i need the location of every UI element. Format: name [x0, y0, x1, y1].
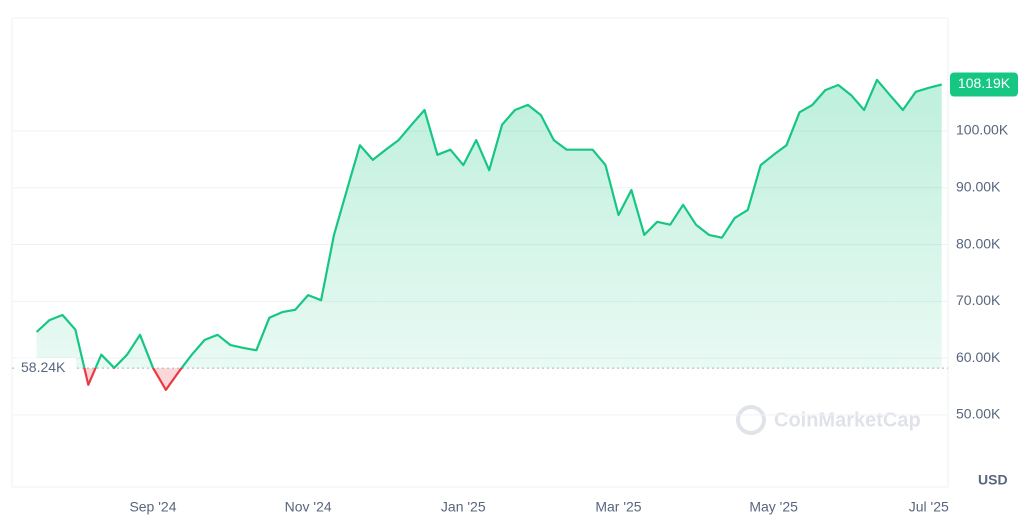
reference-label-bg: [16, 358, 76, 379]
y-tick-label: 50.00K: [956, 406, 1001, 422]
price-tag-label: 108.19K: [958, 75, 1011, 91]
price-tag: [950, 72, 1018, 97]
y-tick-label: 100.00K: [956, 122, 1009, 138]
x-tick-label: May '25: [749, 499, 798, 515]
x-tick-label: Jan '25: [441, 499, 486, 515]
y-tick-label: 70.00K: [956, 292, 1001, 308]
price-line: [35, 78, 942, 391]
y-tick-label: 80.00K: [956, 235, 1001, 251]
x-tick-label: Mar '25: [595, 499, 641, 515]
watermark-text: CoinMarketCap: [774, 409, 921, 431]
y-tick-label: 90.00K: [956, 178, 1001, 194]
x-tick-label: Jul '25: [909, 499, 949, 515]
area: [36, 79, 942, 369]
currency-label: USD: [978, 472, 1008, 488]
watermark: CoinMarketCap: [736, 405, 921, 435]
x-tick-label: Sep '24: [129, 499, 176, 515]
reference-label: 58.24K: [21, 359, 66, 375]
y-tick-label: 60.00K: [956, 349, 1001, 365]
x-tick-label: Nov '24: [285, 499, 332, 515]
plot-frame: [11, 17, 949, 488]
